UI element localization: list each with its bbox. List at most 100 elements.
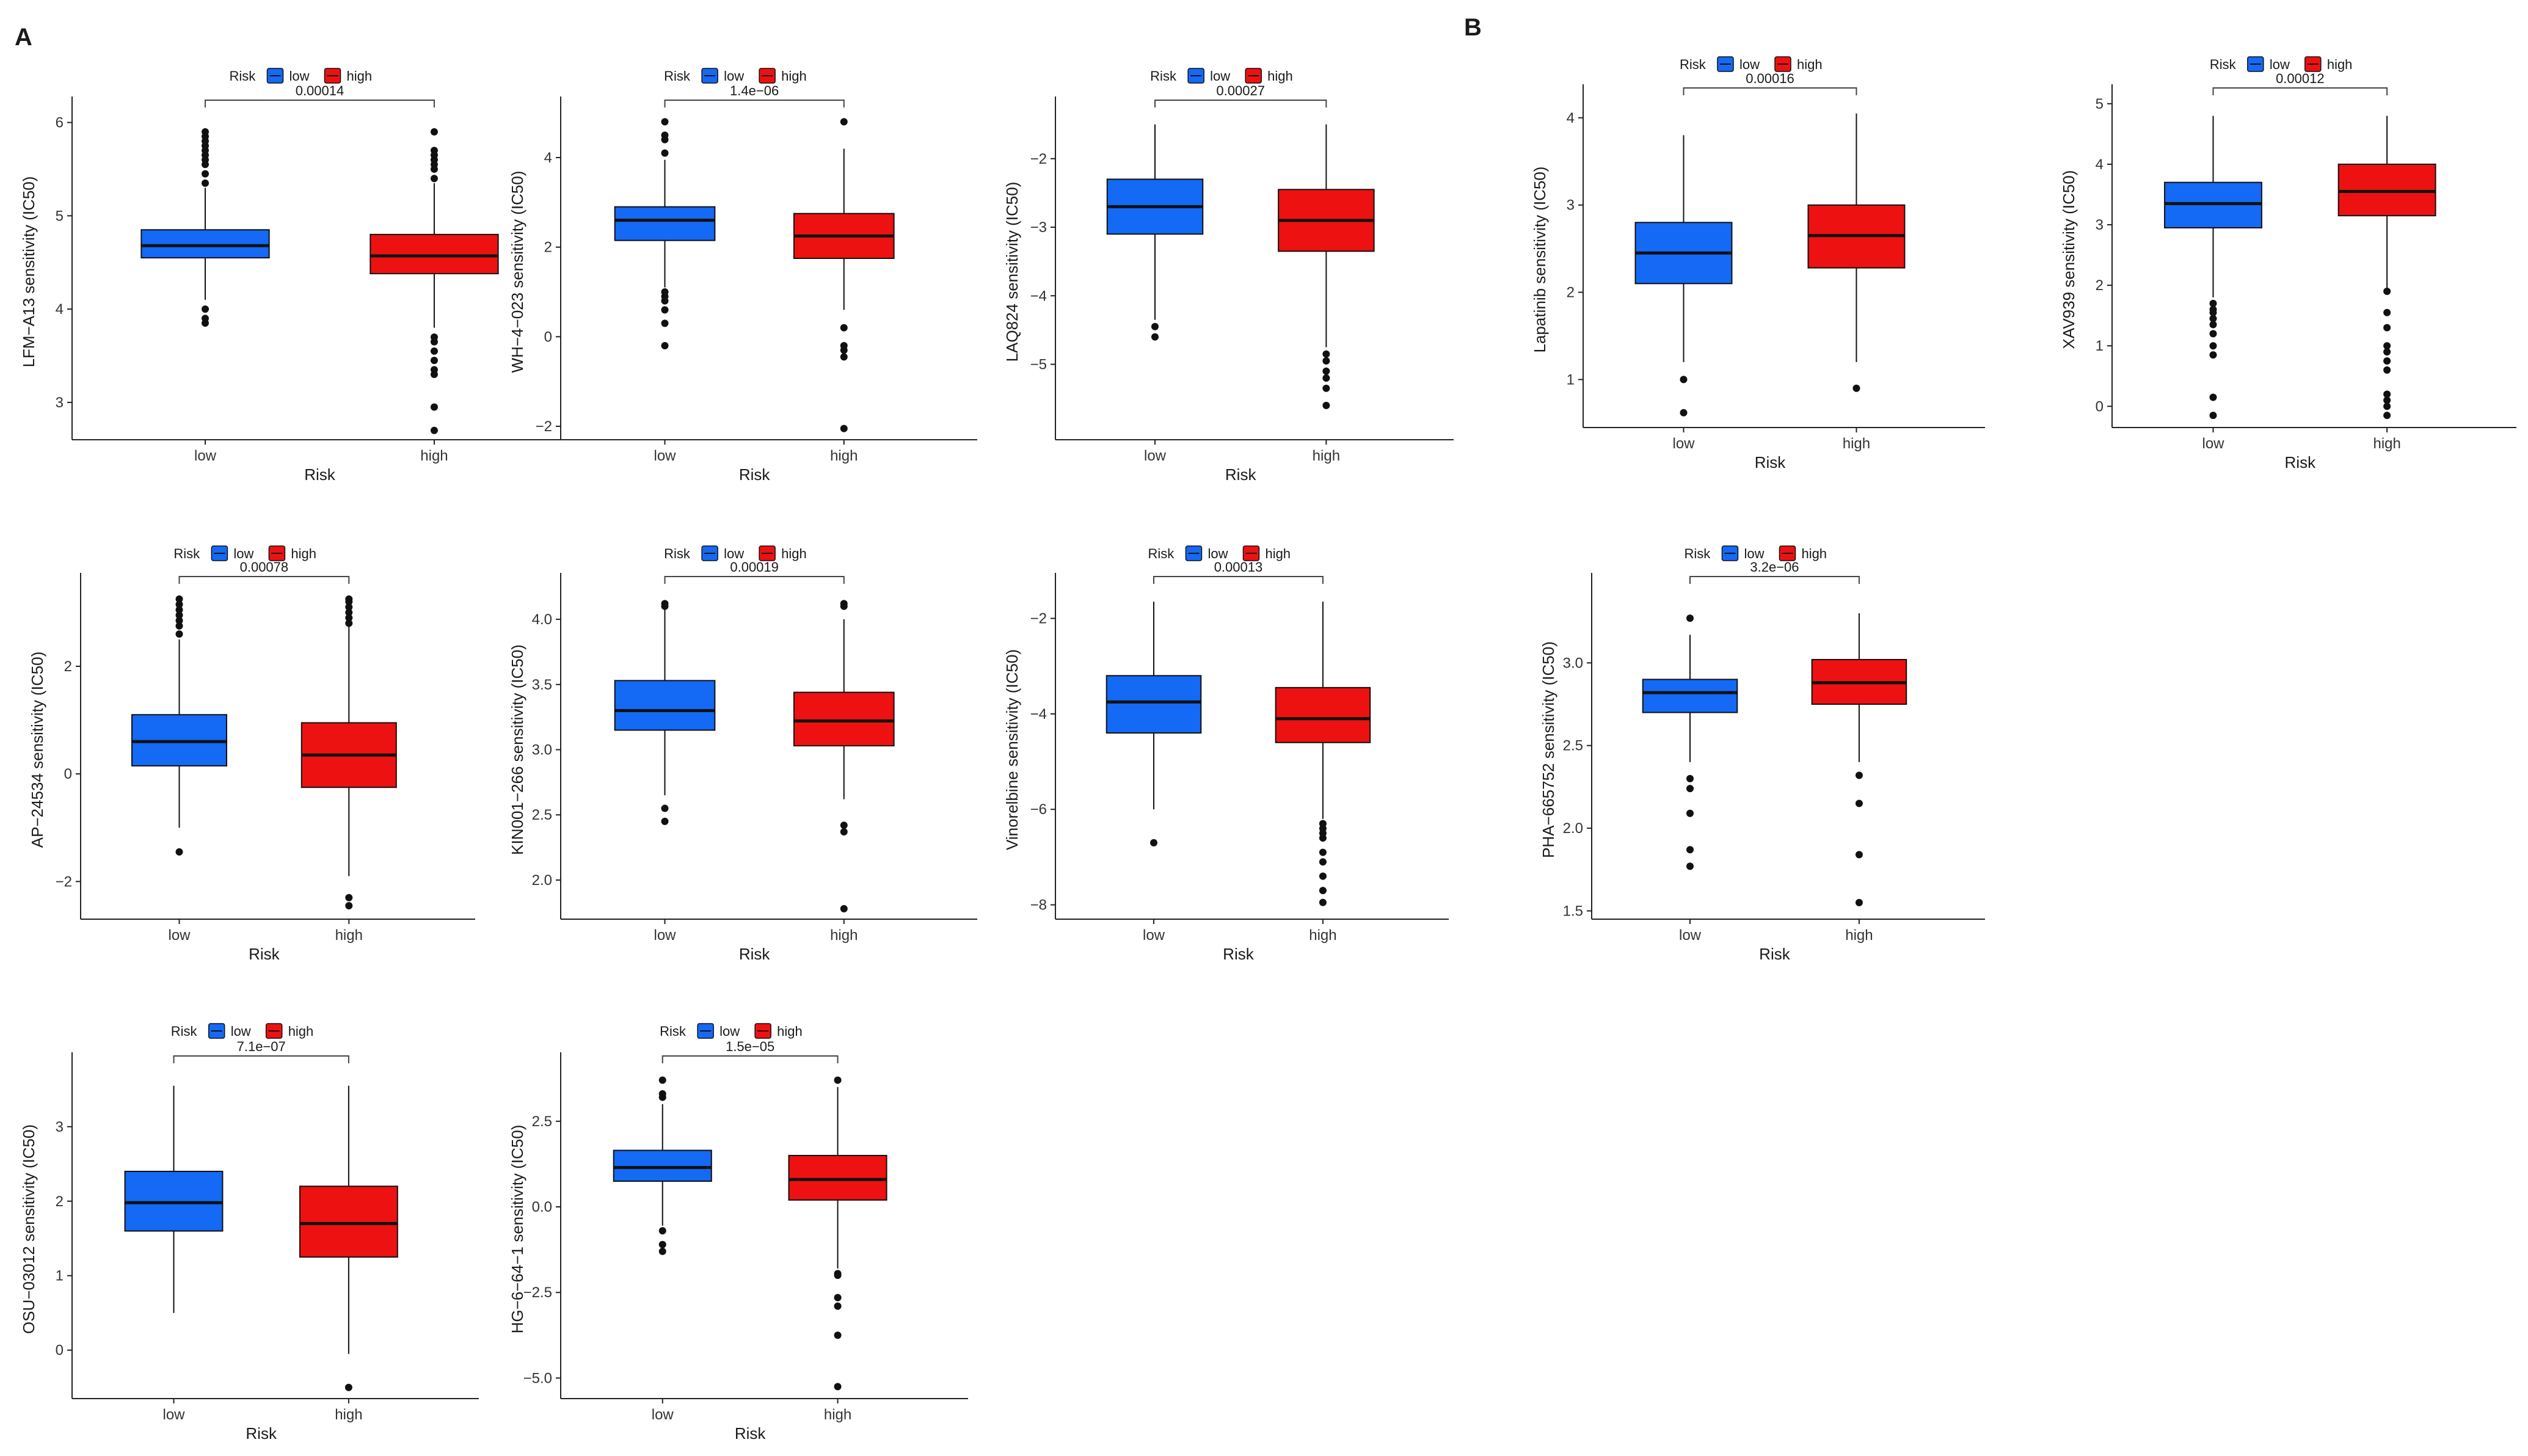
legend-title: Risk [1150, 68, 1177, 84]
legend-label-high: high [1797, 57, 1823, 72]
y-tick-label: −2 [56, 873, 72, 890]
legend-title: Risk [173, 546, 200, 561]
legend: Risk low high [173, 545, 316, 561]
y-tick-label: 1 [2096, 338, 2104, 354]
y-tick-label: 3 [2096, 217, 2104, 233]
y-tick-label: 1.5 [1563, 903, 1583, 919]
outlier-point [175, 617, 183, 625]
p-value-label: 0.00012 [2276, 71, 2325, 86]
box-high [299, 1185, 398, 1258]
outlier-point [834, 1383, 842, 1391]
legend-title: Risk [1148, 546, 1175, 561]
box-high [1275, 686, 1371, 743]
p-value-label: 0.00078 [240, 559, 289, 575]
p-value-label: 1.4e−06 [730, 83, 779, 98]
outlier-point [840, 118, 848, 126]
significance-bracket [661, 1055, 839, 1063]
y-tick-label: 5 [56, 208, 64, 224]
outlier-point [1686, 614, 1694, 622]
p-value-label: 3.2e−06 [1750, 559, 1799, 575]
y-tick-label: 3 [1567, 197, 1575, 214]
legend-title: Risk [1684, 546, 1711, 561]
outlier-point [345, 608, 353, 616]
outlier-point [430, 357, 438, 365]
x-tick-label: low [1144, 448, 1167, 464]
outlier-point [344, 1383, 352, 1391]
y-tick-label: 2 [2096, 277, 2104, 294]
outlier-point [2383, 366, 2391, 374]
y-tick-label: −2 [1030, 611, 1047, 627]
x-tick-label: low [194, 448, 217, 464]
outlier-point [840, 353, 848, 361]
outlier-point [1319, 848, 1327, 856]
y-tick-label: 3.0 [1563, 655, 1583, 671]
outlier-point [175, 630, 183, 638]
outlier-point [345, 614, 353, 622]
outlier-point [2383, 308, 2391, 316]
outlier-point [1686, 774, 1694, 782]
p-value-label: 0.00019 [730, 559, 779, 575]
significance-bracket [173, 1055, 349, 1063]
box-low [1106, 675, 1202, 734]
outlier-point [840, 821, 848, 829]
outlier-point [2383, 324, 2391, 332]
x-axis-title: Risk [735, 1424, 767, 1443]
significance-bracket [178, 576, 350, 584]
outlier-point [175, 606, 183, 614]
y-tick-label: −4 [1030, 706, 1047, 723]
outlier-point [2209, 393, 2217, 401]
outlier-point [1686, 862, 1694, 870]
y-tick-label: 0.0 [532, 1199, 552, 1215]
y-tick-label: 2 [544, 239, 552, 256]
significance-bracket [2212, 87, 2388, 95]
x-tick-label: high [824, 1407, 851, 1423]
y-tick-label: 0 [2096, 398, 2104, 415]
outlier-point [2383, 396, 2391, 404]
significance-bracket [664, 100, 845, 107]
y-tick-label: 3.5 [532, 677, 552, 693]
y-axis-title: Lapatinib sensitivity (IC50) [1531, 167, 1549, 353]
outlier-point [2383, 412, 2391, 420]
y-tick-label: −3 [1030, 219, 1047, 236]
box-low [614, 680, 716, 731]
y-axis-title: Vinorelbine sensitivity (IC50) [1003, 649, 1021, 850]
x-tick-label: high [335, 1407, 362, 1423]
legend-label-high: high [777, 1024, 803, 1039]
outlier-point [661, 600, 669, 608]
x-tick-label: high [335, 927, 363, 944]
outlier-point [1319, 872, 1327, 880]
outlier-point [661, 131, 669, 139]
legend-label-low: low [719, 1024, 740, 1039]
outlier-point [834, 1331, 842, 1339]
box-high [370, 233, 499, 275]
y-tick-label: 2 [64, 658, 72, 675]
x-tick-label: high [1845, 927, 1873, 944]
outlier-point [1686, 785, 1694, 793]
outlier-point [1855, 771, 1863, 779]
outlier-point [345, 901, 353, 909]
outlier-point [1151, 333, 1159, 341]
legend-label-high: high [1267, 68, 1293, 84]
outlier-point [840, 905, 848, 912]
outlier-point [840, 828, 848, 835]
x-tick-label: low [1679, 927, 1702, 944]
outlier-point [345, 595, 353, 603]
legend-label-high: high [346, 68, 372, 84]
box-low [613, 1149, 712, 1182]
significance-bracket [1683, 87, 1857, 95]
significance-bracket [1689, 576, 1860, 584]
outlier-point [202, 179, 209, 187]
x-tick-label: low [162, 1407, 185, 1423]
outlier-point [1322, 367, 1330, 375]
y-axis-title: XAV939 sensitivity (IC50) [2060, 170, 2078, 349]
y-axis-title: AP−24534 sensitivity (IC50) [28, 652, 46, 848]
outlier-point [2209, 315, 2217, 322]
legend-label-high: high [781, 546, 807, 561]
outlier-point [1319, 887, 1327, 895]
